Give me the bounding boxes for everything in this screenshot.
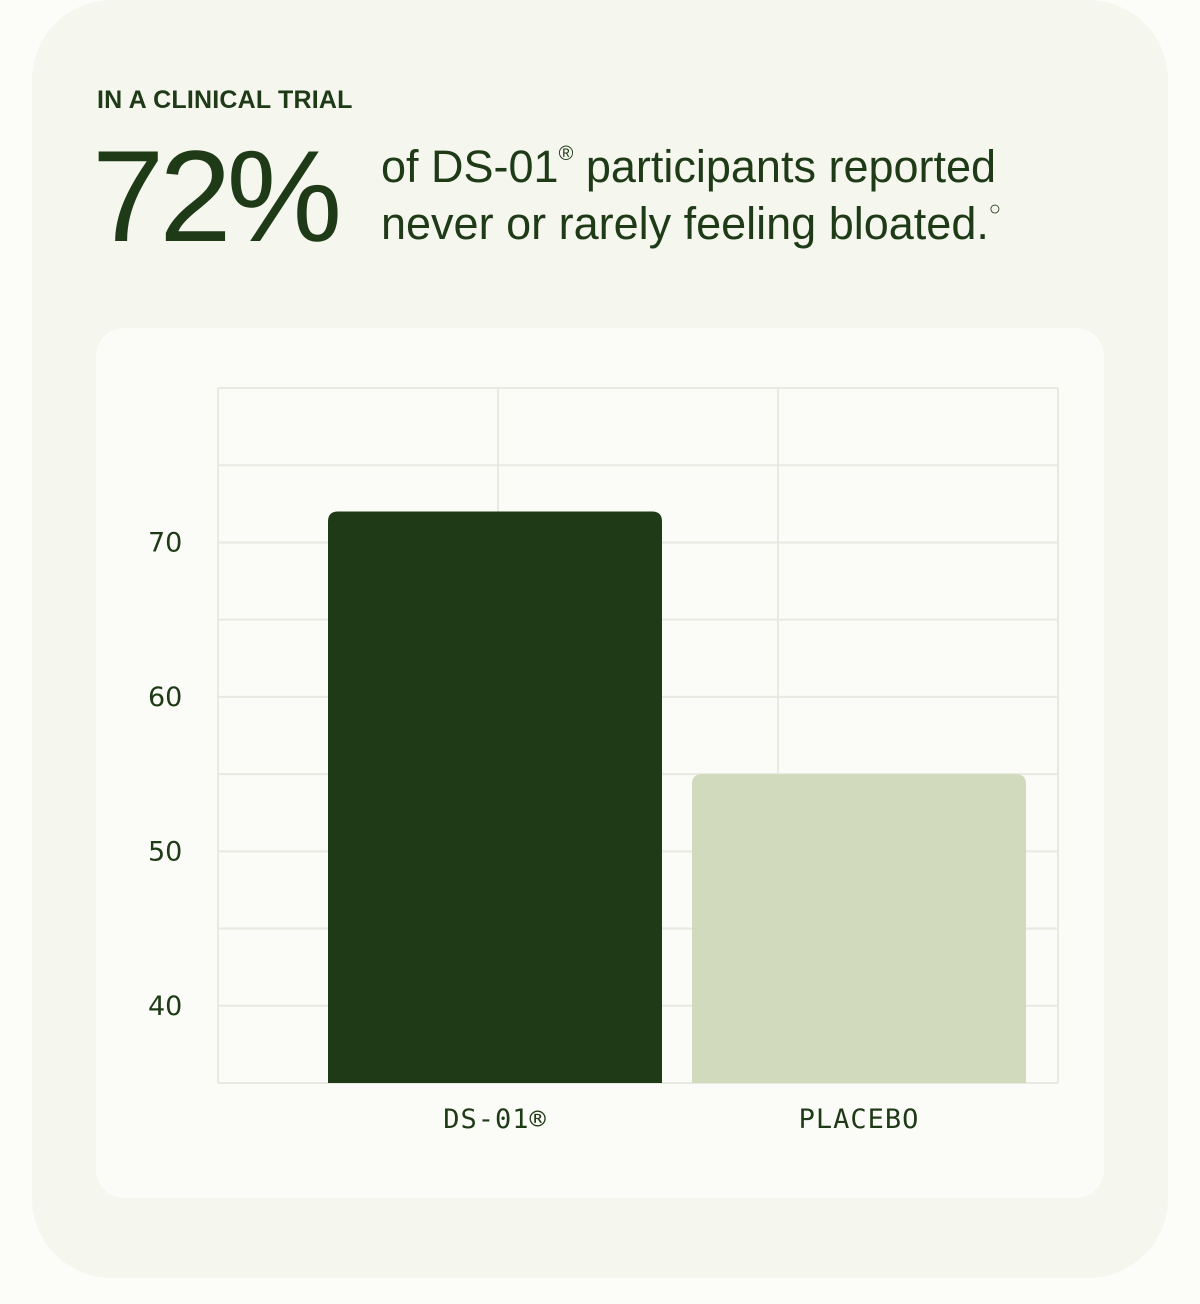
headline-text-1: of DS-01 [381,141,559,192]
footnote-mark: ○ [988,198,1001,220]
bar-placebo [692,774,1026,1083]
x-tick-label: PLACEBO [799,1104,920,1135]
bar-ds01 [328,511,662,1083]
registered-mark: ® [558,143,574,165]
headline-line-1: of DS-01® participants reported [381,138,1101,195]
y-tick-label: 50 [148,836,182,867]
headline-text-3: never or rarely feeling bloated. [381,198,989,249]
headline: of DS-01® participants reported never or… [381,138,1101,252]
bar-chart: DS-01® PLACEBO 40 50 60 70 [148,387,1059,1135]
headline-text-2: participants reported [573,141,997,192]
eyebrow-label: IN A CLINICAL TRIAL [97,86,353,114]
y-tick-label: 40 [148,991,182,1022]
y-tick-label: 70 [148,527,182,558]
chart-panel: DS-01® PLACEBO 40 50 60 70 [96,328,1104,1198]
x-tick-label: DS-01® [443,1104,547,1135]
y-tick-label: 60 [148,682,182,713]
big-stat-value: 72% [92,123,342,269]
headline-line-2: never or rarely feeling bloated.○ [381,195,1101,252]
